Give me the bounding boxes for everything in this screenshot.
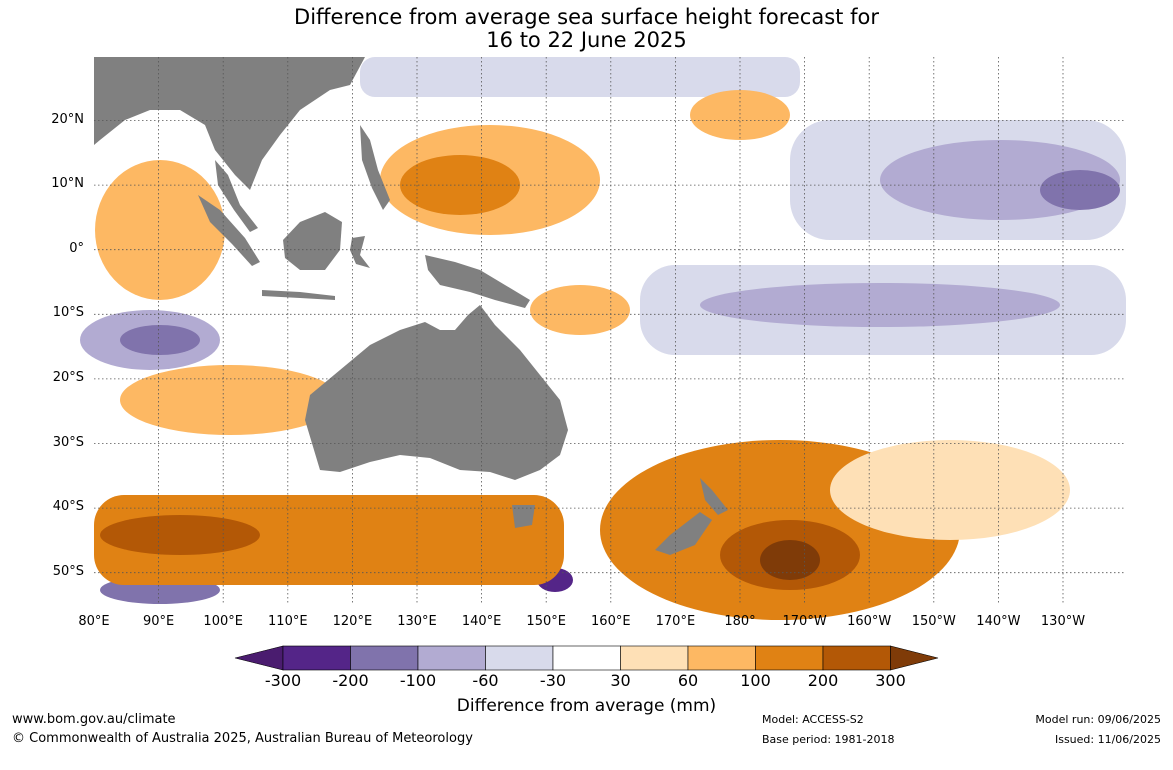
graticule [94, 57, 1126, 604]
colorbar-segment [755, 645, 824, 671]
longitude-label: 140°W [976, 614, 1021, 629]
land-asia [94, 57, 365, 190]
longitude-label: 150°E [526, 614, 566, 629]
colorbar-segment [282, 645, 351, 671]
colorbar-arrow-low [234, 645, 284, 671]
longitude-label: 170°W [782, 614, 827, 629]
latitude-label: 20°N [51, 111, 84, 127]
land-australia [305, 305, 568, 480]
longitude-label: 140°E [461, 614, 502, 629]
negative-anomaly-indian-ocean-core [120, 325, 200, 355]
positive-anomaly-southern-ocean-west-core [100, 515, 260, 555]
colorbar-segment [620, 645, 689, 671]
longitude-label: 110°E [268, 614, 308, 629]
colorbar-segment [822, 645, 891, 671]
positive-anomaly-indian-ocean-southeast [120, 365, 340, 435]
colorbar-tick-label: 30 [610, 671, 631, 690]
land-malay-peninsula [215, 160, 258, 232]
colorbar-segment [350, 645, 419, 671]
colorbar [234, 645, 939, 671]
latitude-label: 40°S [52, 499, 84, 515]
land-philippines [360, 125, 390, 210]
colorbar-segment [687, 645, 756, 671]
longitude-label: 180° [724, 614, 756, 629]
colorbar-tick-label: -30 [539, 671, 567, 690]
footer-issued: Issued: 11/06/2025 [1054, 733, 1161, 746]
footer-base-period: Base period: 1981-2018 [762, 733, 895, 746]
latitude-label: 20°S [52, 369, 84, 385]
footer-model-run: Model run: 09/06/2025 [1035, 713, 1161, 726]
colorbar-tick-label: -60 [472, 671, 499, 690]
colorbar-tick-label: -300 [264, 671, 302, 690]
footer-copyright: © Commonwealth of Australia 2025, Austra… [12, 731, 473, 746]
longitude-label: 130°E [397, 614, 437, 629]
colorbar-segment [552, 645, 621, 671]
colorbar-segment [485, 645, 554, 671]
latitude-label: 30°S [52, 434, 84, 450]
positive-anomaly-coral-sea [530, 285, 630, 335]
colorbar-tick-label: -200 [332, 671, 369, 690]
land-new-zealand-south [655, 512, 712, 555]
negative-anomaly-central-pacific-core [700, 283, 1060, 327]
positive-anomaly-indian-ocean-north [95, 160, 225, 300]
longitude-label: 160°W [847, 614, 892, 629]
colorbar-segment [417, 645, 486, 671]
colorbar-tick-label: 60 [677, 671, 699, 690]
colorbar-tick-label: -100 [399, 671, 437, 690]
land-sulawesi [350, 236, 370, 268]
longitude-label: 130°W [1040, 614, 1086, 629]
map-title-line2: 16 to 22 June 2025 [486, 28, 687, 52]
positive-anomaly-west-pacific-core [400, 155, 520, 215]
longitude-label: 150°W [911, 614, 956, 629]
footer-url: www.bom.gov.au/climate [12, 712, 176, 727]
map-panel [80, 57, 1126, 620]
colorbar-arrow-high [890, 645, 939, 671]
land-tasmania [512, 505, 535, 528]
longitude-label: 120°E [332, 614, 373, 629]
colorbar-title: Difference from average (mm) [456, 696, 717, 716]
land-borneo [283, 212, 342, 270]
longitude-label: 170°E [655, 614, 696, 629]
latitude-label: 0° [69, 240, 84, 256]
longitude-label: 100°E [203, 614, 243, 629]
negative-anomaly-far-east-core [1040, 170, 1120, 210]
land-sumatra [198, 195, 260, 266]
colorbar-tick-label: 200 [807, 671, 839, 690]
land-new-guinea [425, 255, 530, 308]
latitude-label: 10°N [51, 176, 84, 192]
positive-anomaly-southeast-light [830, 440, 1070, 540]
positive-anomaly-tasman-sea-peak [760, 540, 820, 580]
positive-anomaly-north-light [690, 90, 790, 140]
colorbar-tick-label: 300 [875, 671, 906, 690]
longitude-label: 80°E [78, 614, 110, 629]
latitude-label: 10°S [52, 305, 84, 321]
land-new-zealand-north [700, 478, 728, 515]
land-masses [94, 57, 728, 555]
longitude-label: 160°E [591, 614, 631, 629]
colorbar-tick-label: 100 [740, 671, 771, 690]
footer-model: Model: ACCESS-S2 [762, 713, 864, 726]
latitude-label: 50°S [52, 563, 84, 579]
longitude-label: 90°E [142, 614, 175, 629]
map-title-line1: Difference from average sea surface heig… [294, 5, 879, 29]
land-java [262, 290, 335, 300]
negative-anomaly-north-strip [360, 57, 800, 97]
